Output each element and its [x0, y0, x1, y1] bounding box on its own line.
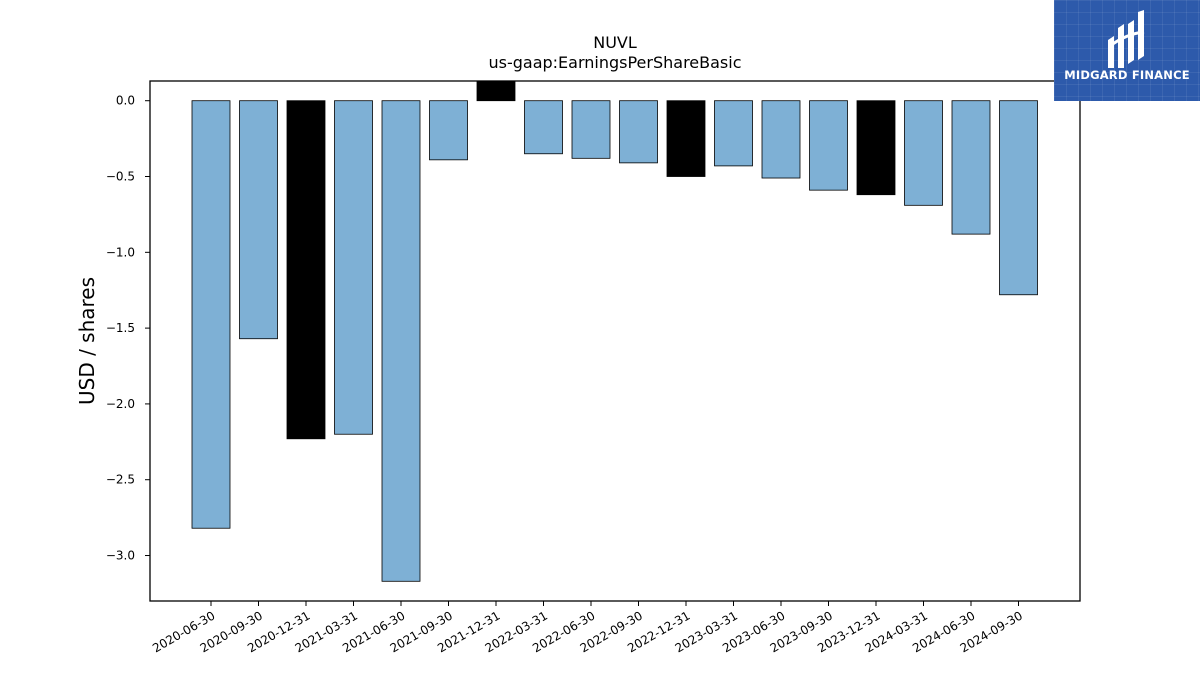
y-axis: 0.0 −0.5 −1.0 −1.5 −2.0 −2.5 −3.0: [106, 94, 150, 563]
bar-2020-06-30: [191, 100, 231, 529]
y-tick-label: −2.0: [106, 397, 135, 411]
company-logo: MIDGARD FINANCE: [1054, 0, 1200, 101]
x-axis: 2020-06-302020-09-302020-12-312021-03-31…: [150, 601, 1025, 655]
bar-2022-12-31: [666, 100, 706, 177]
bar-2024-09-30: [999, 100, 1038, 296]
bar-2021-03-31: [334, 100, 373, 435]
chart-subtitle: us-gaap:EarningsPerShareBasic: [488, 53, 741, 72]
bars-layer: [191, 80, 1038, 582]
bar-2021-06-30: [381, 100, 421, 582]
y-axis-label: USD / shares: [75, 277, 99, 405]
y-tick-label: −3.0: [106, 549, 135, 563]
bar-2022-06-30: [571, 100, 611, 159]
bar-2023-12-31: [856, 100, 896, 196]
bar-2023-09-30: [809, 100, 848, 191]
bar-2021-12-31: [476, 80, 516, 102]
y-tick-label: 0.0: [116, 94, 135, 108]
bar-2024-03-31: [904, 100, 943, 206]
bar-2020-12-31: [286, 100, 326, 440]
plot-frame: [149, 80, 1081, 602]
y-tick-label: −0.5: [106, 170, 135, 184]
bar-2020-09-30: [239, 100, 278, 340]
y-tick-label: −1.5: [106, 321, 135, 335]
bar-2023-06-30: [761, 100, 801, 179]
bar-2022-03-31: [524, 100, 563, 155]
logo-mark-icon: [1108, 10, 1145, 68]
logo-text: MIDGARD FINANCE: [1064, 68, 1190, 82]
y-tick-label: −1.0: [106, 245, 135, 259]
chart-title: NUVL: [593, 33, 637, 52]
bar-2022-09-30: [619, 100, 658, 164]
bar-2023-03-31: [714, 100, 753, 167]
y-tick-label: −2.5: [106, 473, 135, 487]
bar-2021-09-30: [429, 100, 468, 161]
bar-2024-06-30: [951, 100, 991, 235]
